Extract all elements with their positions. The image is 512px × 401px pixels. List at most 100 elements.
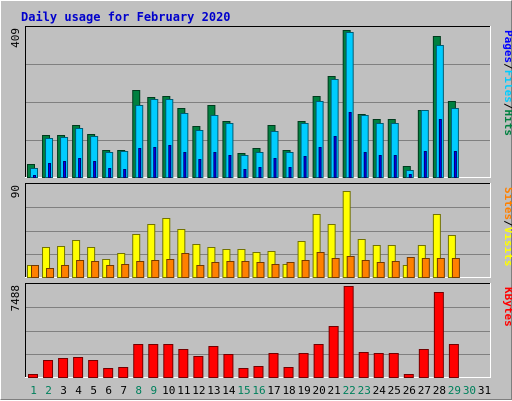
bar-pages-day-12 (198, 159, 202, 178)
x-tick-label: 12 (192, 384, 205, 397)
bar-pages-day-14 (228, 155, 232, 178)
bar-kbytes-day-13 (208, 346, 219, 378)
panel-background (25, 283, 491, 378)
bar-sites-day-26 (406, 257, 415, 278)
bar-pages-day-25 (393, 155, 397, 178)
x-tick-label: 15 (237, 384, 250, 397)
bar-kbytes-day-22 (343, 286, 354, 378)
bar-kbytes-day-8 (133, 344, 144, 378)
bar-sites-day-9 (151, 260, 160, 278)
separator: / (502, 220, 512, 227)
bar-sites-day-2 (46, 268, 55, 278)
bar-kbytes-day-21 (328, 326, 339, 378)
bar-sites-day-23 (361, 260, 370, 278)
y-max-label: 409 (9, 28, 22, 48)
bar-sites-day-28 (436, 258, 445, 278)
bars (28, 286, 459, 378)
bar-pages-day-16 (258, 167, 262, 178)
y-max-label: 7488 (9, 285, 22, 312)
bar-kbytes-day-14 (223, 354, 234, 378)
chart-title: Daily usage for February 2020 (21, 10, 231, 24)
bar-sites-day-29 (451, 258, 460, 278)
bars (27, 191, 460, 278)
bar-kbytes-day-25 (388, 353, 399, 378)
bar-pages-day-18 (288, 167, 292, 178)
bar-pages-day-21 (333, 136, 337, 178)
series-name-pages: Pages (502, 30, 512, 63)
bar-kbytes-day-28 (433, 292, 444, 378)
x-tick-label: 14 (222, 384, 236, 397)
x-tick-label: 2 (45, 384, 52, 397)
bar-kbytes-day-5 (88, 360, 99, 378)
bar-pages-day-13 (213, 152, 217, 178)
bar-sites-day-13 (211, 262, 220, 278)
separator: / (502, 63, 512, 70)
panel-series-label: KBytes (502, 287, 512, 327)
bar-kbytes-day-10 (163, 344, 174, 378)
bar-kbytes-day-26 (403, 374, 414, 378)
bar-sites-day-1 (31, 265, 39, 278)
bar-pages-day-10 (168, 145, 172, 178)
panel-series-label: Sites/Visits (502, 187, 512, 267)
x-tick-label: 9 (150, 384, 157, 397)
bar-pages-day-20 (318, 147, 322, 178)
gridlines (25, 64, 491, 141)
x-tick-label: 26 (403, 384, 416, 397)
series-name-hits: Hits (502, 110, 512, 137)
x-tick-label: 16 (252, 384, 265, 397)
x-tick-label: 20 (313, 384, 326, 397)
x-tick-label: 21 (328, 384, 341, 397)
x-tick-label: 31 (478, 384, 491, 397)
panel-series-label: Pages/Files/Hits (502, 30, 512, 136)
x-tick-label: 27 (418, 384, 431, 397)
bar-sites-day-27 (421, 258, 430, 278)
bar-pages-day-1 (33, 175, 36, 178)
bar-sites-day-18 (286, 262, 295, 278)
bar-pages-day-27 (423, 151, 427, 178)
bar-pages-day-2 (48, 163, 52, 178)
bar-pages-day-24 (378, 155, 382, 178)
x-tick-label: 6 (105, 384, 112, 397)
bar-sites-day-24 (376, 262, 385, 278)
bar-kbytes-day-11 (178, 349, 189, 378)
series-name-sites: Sites (502, 187, 512, 220)
bar-sites-day-15 (241, 261, 250, 278)
bar-pages-day-5 (93, 161, 97, 178)
bars (27, 30, 459, 178)
x-tick-label: 1 (30, 384, 37, 397)
bar-pages-day-29 (453, 151, 457, 178)
chart-panels: 409Pages/Files/Hits90Sites/Visits7488KBy… (9, 26, 512, 378)
separator: / (502, 103, 512, 110)
bar-kbytes-day-24 (373, 353, 384, 378)
bar-pages-day-3 (63, 161, 67, 178)
bar-pages-day-15 (243, 169, 247, 178)
bar-kbytes-day-3 (58, 358, 69, 378)
x-tick-label: 13 (207, 384, 220, 397)
bar-sites-day-19 (301, 260, 310, 278)
bar-kbytes-day-7 (118, 367, 129, 378)
x-tick-label: 24 (373, 384, 387, 397)
panel-visits-sites: 90 Sites/Visits (9, 183, 512, 278)
bar-sites-day-3 (61, 265, 70, 278)
x-tick-label: 28 (433, 384, 446, 397)
series-name-kbytes: KBytes (502, 287, 512, 327)
bar-kbytes-day-2 (43, 360, 54, 378)
bar-sites-day-12 (196, 265, 205, 278)
series-name-files: Files (502, 70, 512, 103)
bar-kbytes-day-23 (358, 352, 369, 378)
x-tick-label: 23 (358, 384, 371, 397)
bar-sites-day-10 (166, 259, 175, 278)
bar-pages-day-11 (183, 152, 187, 178)
x-tick-label: 5 (90, 384, 97, 397)
bar-pages-day-17 (273, 158, 277, 178)
bar-pages-day-6 (108, 168, 112, 178)
bar-pages-day-9 (153, 147, 157, 178)
bar-sites-day-14 (226, 261, 235, 278)
panel-kbytes: 7488 KBytes (9, 283, 512, 378)
bar-kbytes-day-4 (73, 357, 84, 378)
y-max-label: 90 (9, 185, 22, 198)
bar-pages-day-28 (438, 119, 442, 178)
